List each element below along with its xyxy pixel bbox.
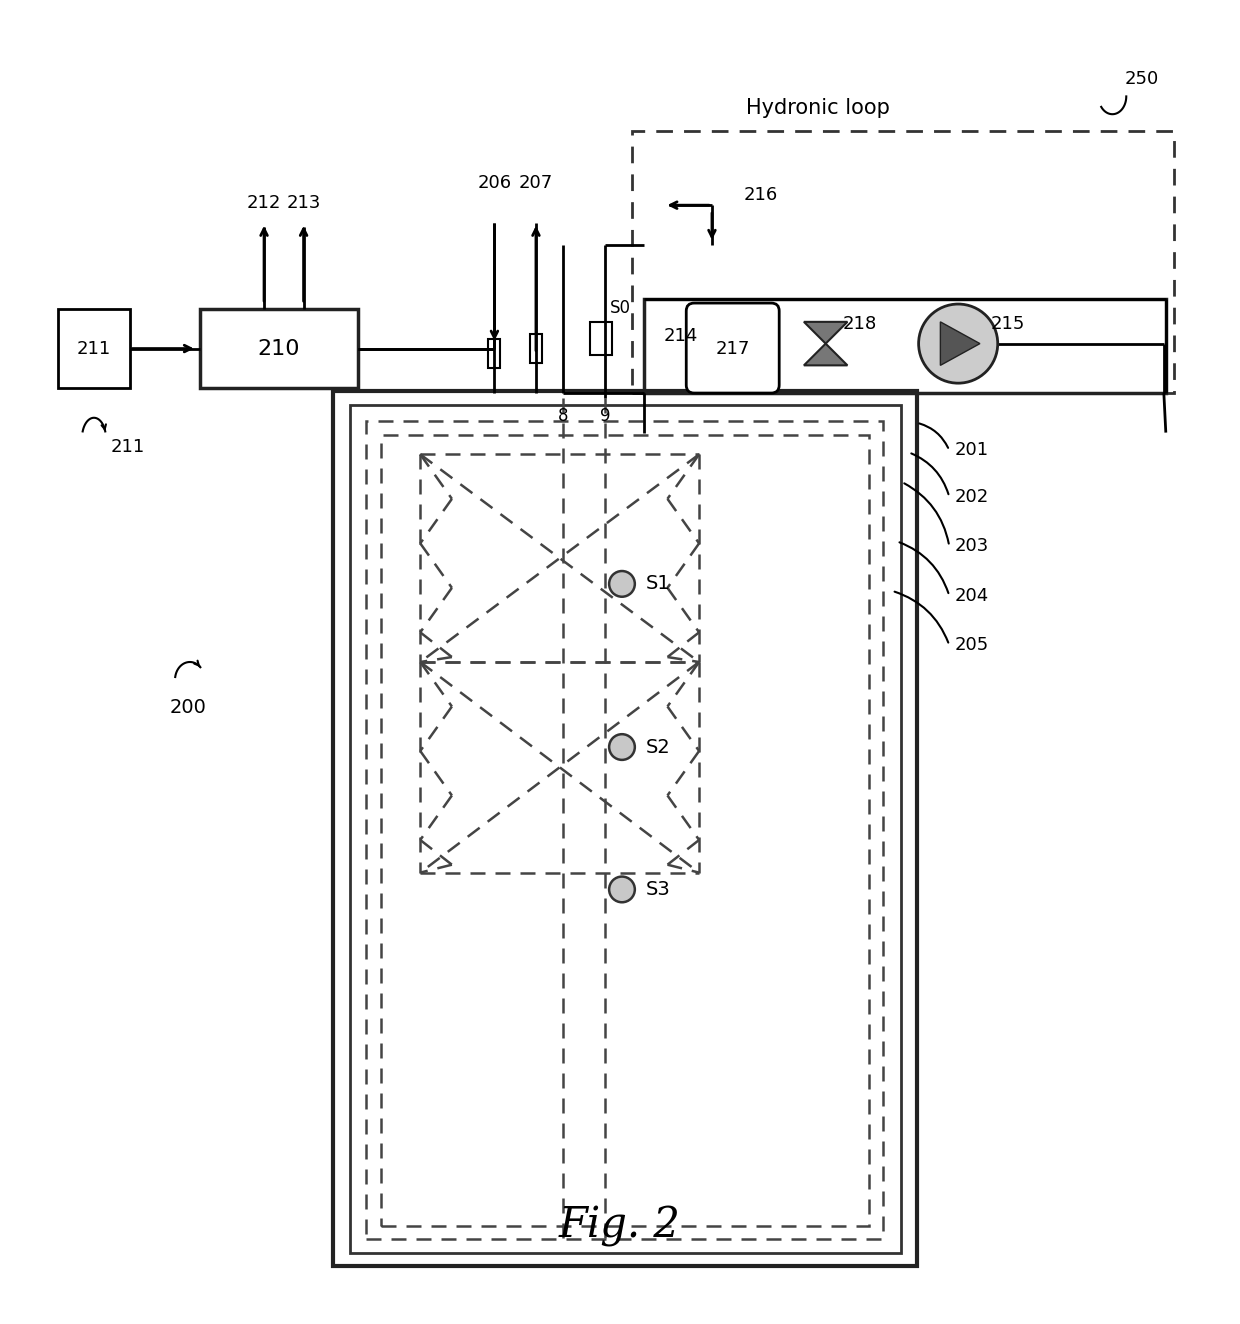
Bar: [58, 308, 129, 388]
Text: 9: 9: [600, 406, 610, 425]
Text: 200: 200: [170, 698, 207, 718]
Text: 217: 217: [715, 339, 750, 357]
Text: 211: 211: [77, 339, 112, 357]
Text: 211: 211: [110, 438, 145, 457]
Text: 215: 215: [991, 315, 1024, 332]
Circle shape: [609, 876, 635, 902]
Bar: [334, 391, 916, 1266]
Text: 202: 202: [955, 487, 988, 506]
Text: 206: 206: [477, 175, 511, 192]
Bar: [366, 421, 883, 1239]
Text: 204: 204: [955, 587, 988, 605]
Text: Hydronic loop: Hydronic loop: [745, 98, 889, 118]
Text: 218: 218: [842, 315, 877, 332]
Text: 216: 216: [744, 187, 777, 204]
Text: 210: 210: [258, 339, 300, 359]
Text: 250: 250: [1125, 70, 1159, 87]
Bar: [632, 131, 1174, 393]
Bar: [590, 322, 613, 355]
Circle shape: [609, 735, 635, 760]
Text: 214: 214: [663, 327, 698, 344]
Circle shape: [919, 305, 998, 383]
Bar: [381, 434, 869, 1226]
Bar: [489, 339, 501, 368]
Text: 8: 8: [558, 406, 568, 425]
Text: S1: S1: [646, 575, 671, 593]
Text: 205: 205: [955, 637, 988, 654]
Text: Fig. 2: Fig. 2: [559, 1205, 681, 1247]
Text: 207: 207: [518, 175, 553, 192]
Circle shape: [609, 571, 635, 597]
Text: 213: 213: [286, 195, 321, 212]
Bar: [529, 334, 542, 363]
Text: 212: 212: [247, 195, 281, 212]
FancyBboxPatch shape: [686, 303, 779, 393]
Polygon shape: [804, 344, 847, 365]
Bar: [644, 299, 1166, 393]
Text: S3: S3: [646, 880, 671, 899]
Bar: [200, 308, 358, 388]
Bar: [350, 405, 900, 1254]
Polygon shape: [804, 322, 847, 344]
Text: 201: 201: [955, 441, 988, 459]
Polygon shape: [940, 322, 980, 365]
Text: S2: S2: [646, 737, 671, 756]
Text: 203: 203: [955, 538, 988, 555]
Text: S0: S0: [610, 299, 631, 316]
